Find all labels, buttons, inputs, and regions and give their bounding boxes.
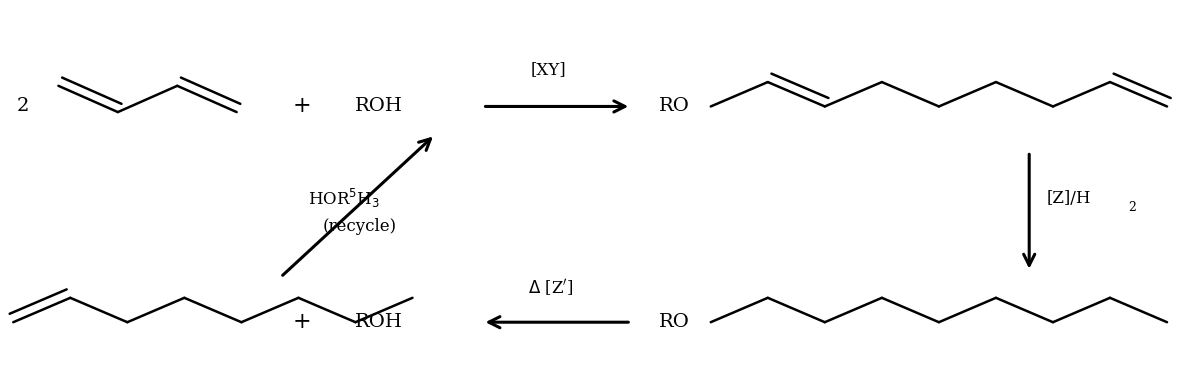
Text: (recycle): (recycle) bbox=[323, 218, 397, 235]
Text: RO: RO bbox=[659, 98, 690, 115]
Text: HOR$^5$H$_3$: HOR$^5$H$_3$ bbox=[308, 187, 380, 210]
Text: RO: RO bbox=[659, 313, 690, 331]
Text: $\Delta$ [Z$'$]: $\Delta$ [Z$'$] bbox=[528, 277, 573, 298]
Text: 2: 2 bbox=[1128, 200, 1136, 214]
Text: +: + bbox=[293, 311, 311, 333]
Text: [XY]: [XY] bbox=[530, 61, 566, 78]
Text: +: + bbox=[293, 96, 311, 118]
Text: 2: 2 bbox=[17, 98, 30, 115]
Text: [Z]/H: [Z]/H bbox=[1047, 190, 1091, 207]
Text: ROH: ROH bbox=[355, 98, 404, 115]
Text: ROH: ROH bbox=[355, 313, 404, 331]
